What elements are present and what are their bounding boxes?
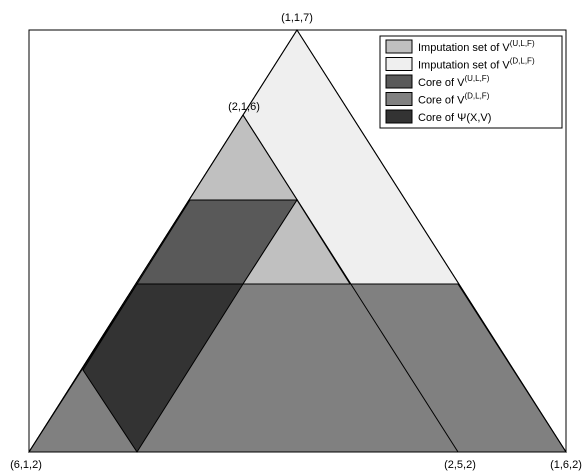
legend-label-superscript: (U,L,F) [464,74,489,83]
legend: Imputation set of V(U,L,F) Imputation set… [379,35,563,129]
legend-label-superscript: (U,L,F) [510,39,535,48]
legend-swatch-core-psi [385,109,413,124]
legend-label-imputation-ulf: Imputation set of V(U,L,F) [418,39,535,54]
vertex-label-left-bottom: (6,1,2) [10,459,42,471]
legend-label-core-dlf: Core of V(D,L,F) [418,92,490,107]
legend-label-superscript: (D,L,F) [464,92,489,101]
legend-label-core-ulf: Core of V(U,L,F) [418,74,490,89]
legend-swatch-core-dlf [385,92,413,106]
vertex-label-top: (1,1,7) [281,12,313,24]
legend-swatch-imputation-ulf [385,39,413,54]
imputation-ulf-middle-region [242,199,351,285]
vertex-label-right-bottom: (1,6,2) [550,459,582,471]
legend-label-imputation-dlf: Imputation set of V(D,L,F) [418,57,535,72]
legend-swatch-imputation-dlf [385,57,413,71]
legend-swatch-core-ulf [385,74,413,89]
legend-label-core-psi: Core of Ψ(X,V) [418,112,491,124]
inner-triangle-right-edge [242,114,459,453]
vertex-label-inner-bottom: (2,5,2) [444,459,476,471]
legend-label-superscript: (D,L,F) [510,57,535,66]
outer-triangle-outline [28,29,567,453]
vertex-label-inner-top: (2,1,6) [228,101,260,113]
